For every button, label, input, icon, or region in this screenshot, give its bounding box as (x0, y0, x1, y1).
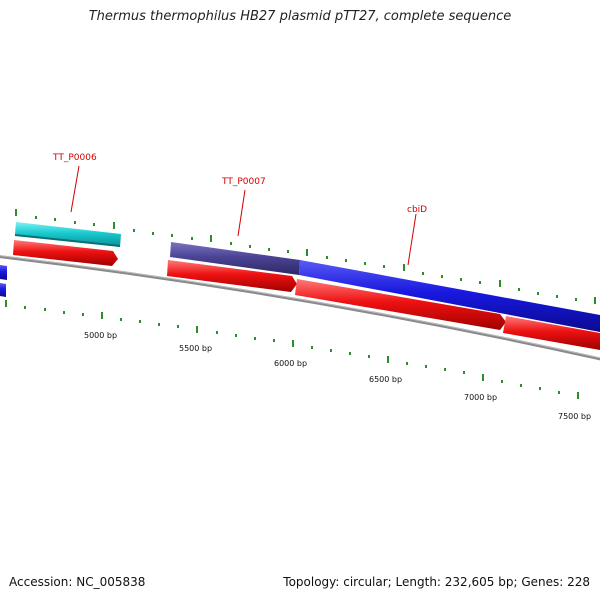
tick-mark (292, 340, 294, 347)
tick-mark (254, 337, 256, 340)
tick-mark (330, 349, 332, 352)
tick-mark (306, 249, 308, 256)
tick-mark (133, 229, 135, 232)
gene-feature-left-edge-1[interactable] (0, 265, 7, 280)
bottom-tick-track (5, 300, 579, 399)
plasmid-backbone (0, 255, 600, 361)
tick-mark (537, 292, 539, 295)
top-tick-track (15, 209, 596, 304)
tick-mark (216, 331, 218, 334)
tick-mark (463, 371, 465, 374)
tick-mark (422, 272, 424, 275)
accession-text: Accession: NC_005838 (9, 575, 146, 589)
tick-mark (539, 387, 541, 390)
tick-mark (311, 346, 313, 349)
tick-mark (54, 218, 56, 221)
gene-feature-cbid[interactable] (299, 260, 600, 332)
tick-mark (518, 288, 520, 291)
tick-mark (177, 325, 179, 328)
tick-mark (387, 356, 389, 363)
scale-label: 7000 bp (464, 393, 497, 402)
sequence-stats-text: Topology: circular; Length: 232,605 bp; … (283, 575, 590, 589)
tick-mark (158, 323, 160, 326)
tick-mark (101, 312, 103, 319)
gene-arrow[interactable] (503, 316, 600, 350)
tick-mark (444, 368, 446, 371)
tick-mark (230, 242, 232, 245)
tick-mark (171, 234, 173, 237)
tick-mark (35, 216, 37, 219)
tick-mark (482, 374, 484, 381)
tick-mark (345, 259, 347, 262)
tick-mark (5, 300, 7, 307)
tick-mark (235, 334, 237, 337)
tick-mark (406, 362, 408, 365)
tick-mark (499, 280, 501, 287)
tick-mark (558, 391, 560, 394)
gene-arrow[interactable] (295, 279, 506, 330)
tick-mark (191, 237, 193, 240)
tick-mark (44, 308, 46, 311)
map-title: Thermus thermophilus HB27 plasmid pTT27,… (88, 9, 512, 24)
scale-label: 6500 bp (369, 375, 402, 384)
gene-label-tt-p0007[interactable]: TT_P0007 (221, 177, 266, 187)
tick-mark (93, 223, 95, 226)
gene-labels: TT_P0006 TT_P0007 cbiD (52, 153, 427, 215)
tick-mark (501, 380, 503, 383)
tick-mark (364, 262, 366, 265)
tick-mark (556, 295, 558, 298)
gene-arrow[interactable] (167, 260, 297, 292)
tick-mark (63, 311, 65, 314)
tick-mark (152, 232, 154, 235)
scale-label: 5000 bp (84, 331, 117, 340)
scale-label: 7500 bp (558, 412, 591, 421)
leader-line (70, 165, 80, 213)
tick-mark (273, 339, 275, 342)
gene-feature-left-edge-2[interactable] (0, 283, 6, 297)
upper-strand-features (0, 222, 600, 332)
gene-feature-tt-p0007[interactable] (170, 242, 300, 275)
tick-mark (196, 326, 198, 333)
tick-mark (383, 265, 385, 268)
tick-mark (520, 384, 522, 387)
tick-mark (326, 256, 328, 259)
plasmid-backbone-highlight (0, 255, 600, 359)
label-leaders (70, 165, 417, 266)
tick-mark (403, 264, 405, 271)
tick-mark (74, 221, 76, 224)
tick-mark (82, 313, 84, 316)
tick-mark (15, 209, 17, 216)
tick-mark (268, 248, 270, 251)
leader-line (237, 189, 246, 237)
scale-label: 5500 bp (179, 344, 212, 353)
tick-mark (24, 306, 26, 309)
leader-line (407, 213, 417, 266)
tick-mark (441, 275, 443, 278)
gene-arrow[interactable] (13, 240, 118, 266)
tick-mark (577, 392, 579, 399)
tick-mark (139, 320, 141, 323)
tick-mark (120, 318, 122, 321)
tick-mark (425, 365, 427, 368)
lower-strand-features (0, 240, 600, 350)
tick-mark (479, 281, 481, 284)
tick-mark (287, 250, 289, 253)
gene-feature-tt-p0006-underline (14, 234, 121, 247)
tick-mark (594, 297, 596, 304)
tick-mark (368, 355, 370, 358)
gene-label-tt-p0006[interactable]: TT_P0006 (52, 153, 97, 163)
tick-mark (575, 298, 577, 301)
scale-labels: 5000 bp 5500 bp 6000 bp 6500 bp 7000 bp … (84, 331, 591, 421)
tick-mark (210, 235, 212, 242)
tick-mark (113, 222, 115, 229)
tick-mark (349, 352, 351, 355)
gene-label-cbid[interactable]: cbiD (407, 205, 427, 215)
scale-label: 6000 bp (274, 359, 307, 368)
tick-mark (249, 245, 251, 248)
gene-feature-tt-p0006[interactable] (15, 222, 121, 247)
tick-mark (460, 278, 462, 281)
